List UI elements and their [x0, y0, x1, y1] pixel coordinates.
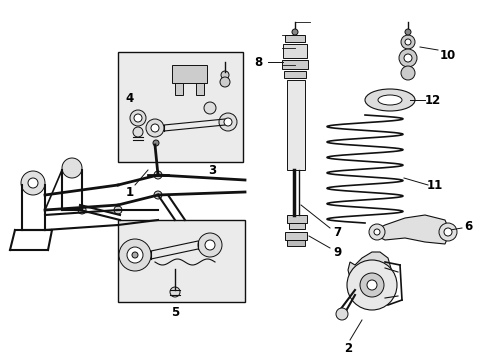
Ellipse shape	[377, 95, 401, 105]
Text: 1: 1	[126, 185, 134, 198]
Circle shape	[443, 228, 451, 236]
Circle shape	[400, 66, 414, 80]
Circle shape	[62, 158, 82, 178]
Circle shape	[127, 247, 142, 263]
Bar	[282, 60, 307, 69]
Bar	[284, 71, 305, 78]
Circle shape	[221, 71, 228, 79]
Circle shape	[21, 171, 45, 195]
Circle shape	[403, 54, 411, 62]
Circle shape	[154, 171, 162, 179]
Bar	[286, 80, 305, 170]
Bar	[285, 232, 306, 240]
Bar	[286, 215, 306, 223]
Circle shape	[151, 124, 159, 132]
Circle shape	[335, 308, 347, 320]
Circle shape	[291, 29, 297, 35]
Circle shape	[28, 178, 38, 188]
Bar	[118, 52, 243, 162]
Circle shape	[366, 280, 376, 290]
Circle shape	[130, 110, 146, 126]
Circle shape	[400, 35, 414, 49]
Circle shape	[170, 287, 180, 297]
Circle shape	[224, 118, 231, 126]
Circle shape	[368, 224, 384, 240]
Circle shape	[114, 206, 122, 214]
Circle shape	[134, 114, 142, 122]
Circle shape	[438, 223, 456, 241]
Circle shape	[154, 191, 162, 199]
Text: 11: 11	[426, 179, 442, 192]
Circle shape	[373, 229, 379, 235]
Polygon shape	[347, 252, 391, 295]
Ellipse shape	[364, 89, 414, 111]
Bar	[286, 240, 305, 246]
Circle shape	[203, 102, 216, 114]
Bar	[196, 83, 203, 95]
Text: 12: 12	[424, 94, 440, 107]
Circle shape	[359, 273, 383, 297]
Text: 5: 5	[170, 306, 179, 319]
Circle shape	[219, 113, 237, 131]
Polygon shape	[374, 215, 449, 244]
Circle shape	[153, 140, 159, 146]
Circle shape	[78, 206, 86, 214]
Bar	[283, 44, 306, 58]
Text: 2: 2	[343, 342, 351, 355]
Text: 8: 8	[253, 55, 262, 68]
Circle shape	[146, 119, 163, 137]
Circle shape	[198, 233, 222, 257]
Circle shape	[404, 39, 410, 45]
Circle shape	[346, 260, 396, 310]
Text: 4: 4	[125, 91, 134, 104]
Circle shape	[119, 239, 151, 271]
Text: 7: 7	[332, 225, 340, 239]
Bar	[285, 35, 305, 42]
Text: 9: 9	[332, 246, 341, 258]
Circle shape	[398, 49, 416, 67]
Text: 10: 10	[439, 49, 455, 62]
Circle shape	[133, 127, 142, 137]
Circle shape	[220, 77, 229, 87]
Circle shape	[204, 240, 215, 250]
Bar	[288, 223, 305, 229]
Circle shape	[404, 29, 410, 35]
Text: 6: 6	[463, 220, 471, 233]
Text: 3: 3	[207, 163, 216, 176]
Bar	[175, 83, 183, 95]
Circle shape	[132, 252, 138, 258]
Bar	[118, 220, 244, 302]
Bar	[172, 65, 206, 83]
